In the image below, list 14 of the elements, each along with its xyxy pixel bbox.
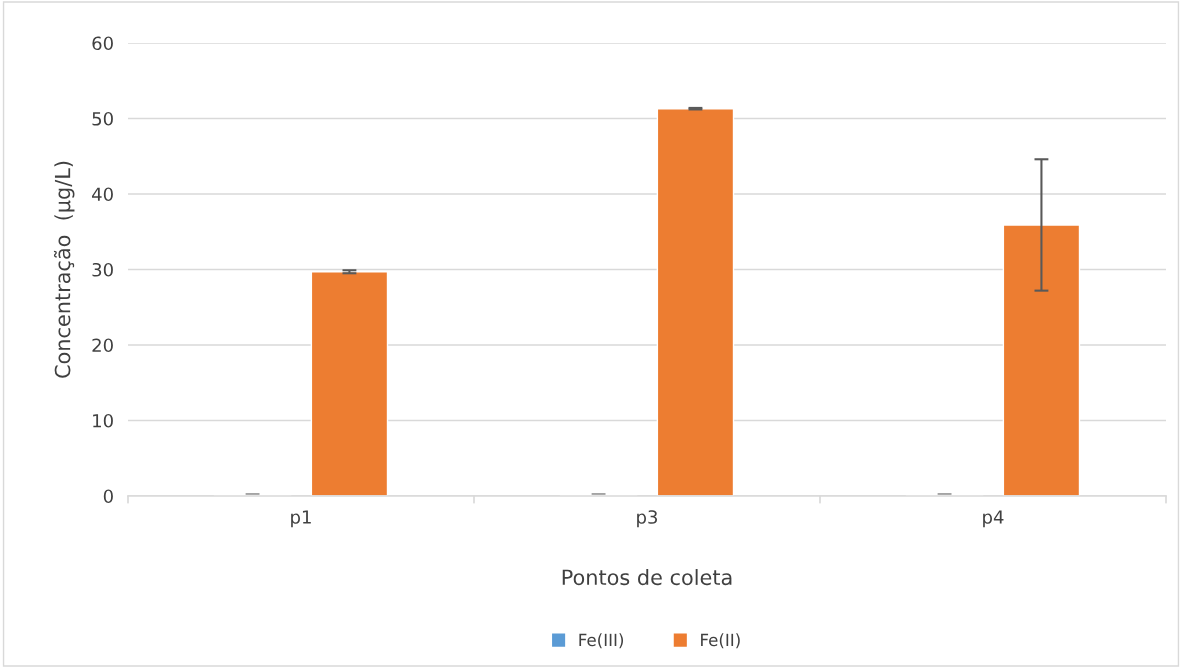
y-tick-label: 20 xyxy=(92,338,113,353)
y-tick-label: 40 xyxy=(92,187,113,202)
y-tick-label: 10 xyxy=(93,413,113,428)
y-tick-label: 30 xyxy=(92,262,113,277)
x-tick-label: p3 xyxy=(637,510,658,528)
x-axis-title: Pontos de coleta xyxy=(562,569,732,586)
legend-label: Fe(III) xyxy=(579,633,624,649)
legend-label: Fe(II) xyxy=(701,633,740,649)
x-tick-label: p1 xyxy=(291,510,311,528)
y-tick-label: 0 xyxy=(103,489,113,504)
y-tick-label: 50 xyxy=(92,111,113,126)
y-tick-label: 60 xyxy=(92,36,113,51)
x-tick-label: p4 xyxy=(983,510,1004,528)
y-axis-title: Concentração (µg/L) xyxy=(53,161,75,378)
